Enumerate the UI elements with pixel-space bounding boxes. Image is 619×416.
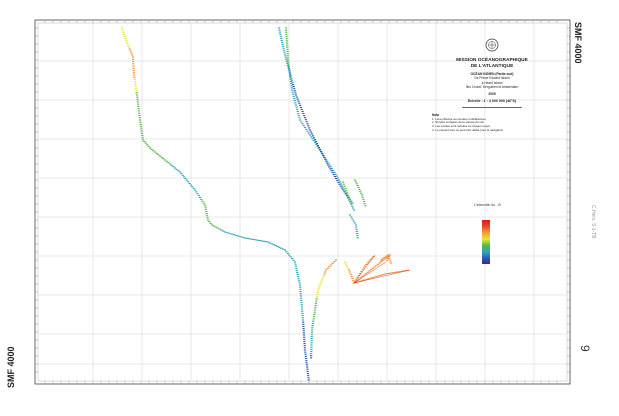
depth-legend: L'intensité du... B	[474, 203, 534, 264]
divider	[462, 107, 522, 109]
frame-ticks	[35, 20, 570, 384]
graticule	[38, 23, 567, 381]
sounding-line	[353, 254, 376, 284]
note-2: 2. Sondes corrigées de la vitesse du son	[432, 120, 485, 125]
note-3: 3. Les sondes sont réduites au niveau mo…	[432, 124, 491, 129]
sounding-line	[353, 269, 411, 284]
page-number: 9	[578, 345, 592, 352]
area-line-3: Îles Crozet, Kerguelen et Amsterdam	[465, 84, 519, 89]
map-scale: Échelle : 1 : 4 000 000 (46°S)	[467, 99, 517, 104]
organisation-title-2: DE L'ATLANTIQUE	[470, 63, 514, 69]
survey-year: 2005	[488, 92, 496, 96]
legend-color-ramp	[482, 220, 490, 264]
notes-title: Nota	[432, 113, 440, 118]
sounding-line	[353, 261, 387, 284]
map-frame	[34, 19, 571, 385]
region-title: OCÉAN INDIEN (Partie sud)	[470, 72, 514, 77]
emblem-icon	[485, 38, 499, 52]
map-inner-frame	[37, 22, 568, 382]
note-1: 1. Levé effectué au sondeur multifaiscea…	[432, 116, 486, 121]
organisation-title-1: MISSION OCÉANOGRAPHIQUE	[456, 58, 528, 63]
sheet-code-bottom: SMF 4000	[6, 346, 16, 388]
area-line-1: De Prince Edward Island	[474, 76, 510, 81]
sheet-code-top: SMF 4000	[573, 22, 583, 64]
area-line-2: à Heard Island	[481, 80, 503, 85]
note-4: 4. Le présent levé ne peut être utilisé …	[432, 128, 504, 132]
archive-stamp: C.Hers. 5-1-TB	[590, 205, 596, 239]
legend-title: L'intensité du... B	[474, 203, 501, 207]
title-cartouche: MISSION OCÉANOGRAPHIQUE DE L'ATLANTIQUE …	[432, 36, 552, 133]
